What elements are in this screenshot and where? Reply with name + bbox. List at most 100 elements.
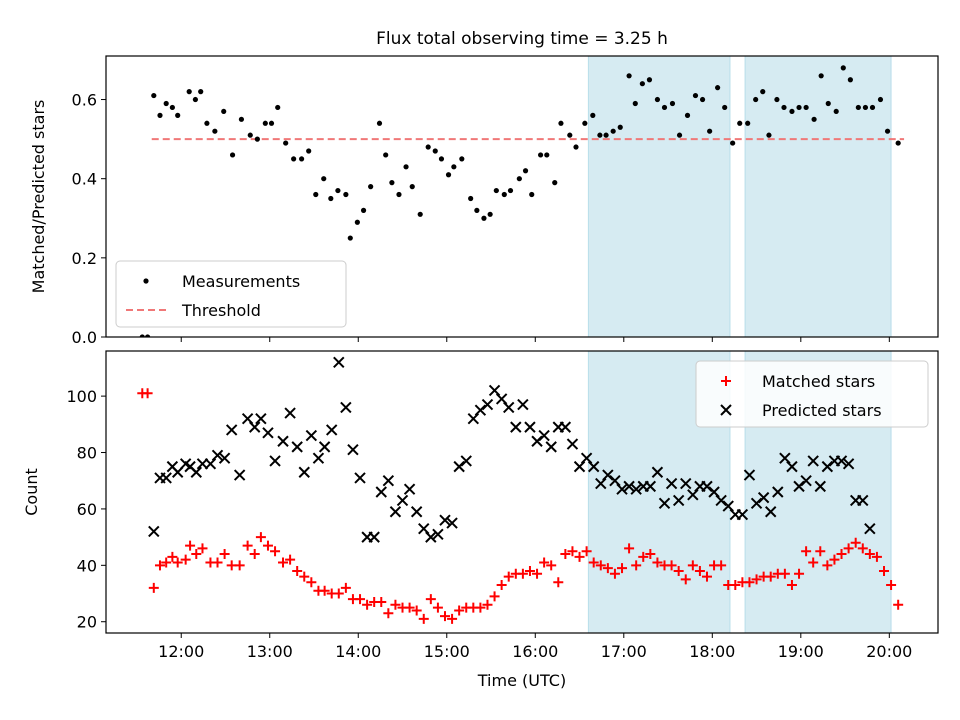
data-point xyxy=(760,89,766,95)
data-point xyxy=(425,144,431,150)
data-point xyxy=(574,551,585,562)
data-point xyxy=(212,557,223,568)
data-point xyxy=(360,207,367,213)
data-point xyxy=(396,191,402,198)
data-point xyxy=(597,132,603,138)
y-tick-label: 0.4 xyxy=(72,170,97,189)
data-point xyxy=(617,124,623,130)
data-point xyxy=(255,532,266,543)
data-point xyxy=(884,128,891,134)
data-point xyxy=(219,549,230,560)
data-point xyxy=(800,475,812,487)
bottom-panel: 20 40 60 80 100 12:00 13:00 14:00 15:00 16:00 17:0… xyxy=(22,350,939,690)
data-point xyxy=(262,540,273,551)
data-point xyxy=(487,211,493,217)
data-point xyxy=(743,469,756,481)
data-point xyxy=(855,104,861,111)
data-point xyxy=(822,560,833,571)
data-point xyxy=(722,104,728,111)
data-point xyxy=(292,565,303,576)
data-point xyxy=(616,483,628,495)
data-point xyxy=(821,460,834,473)
data-point xyxy=(249,549,260,560)
data-point xyxy=(566,438,579,450)
data-point xyxy=(180,554,191,565)
data-point xyxy=(796,104,802,111)
data-point xyxy=(325,424,338,436)
data-point xyxy=(169,104,175,111)
data-point xyxy=(886,580,897,591)
data-point xyxy=(218,452,231,464)
data-point xyxy=(632,100,638,107)
x-tick-label: 18:00 xyxy=(689,642,735,661)
data-point xyxy=(362,599,373,610)
data-point xyxy=(567,546,578,557)
data-point xyxy=(673,565,684,576)
data-point xyxy=(191,549,202,560)
data-point xyxy=(765,506,777,518)
data-point xyxy=(669,100,676,107)
data-point xyxy=(439,514,451,526)
data-point xyxy=(684,112,691,118)
legend-marker xyxy=(721,376,731,386)
data-point xyxy=(277,435,289,447)
legend-box xyxy=(115,260,347,328)
data-point xyxy=(453,460,465,473)
data-point xyxy=(432,528,444,541)
data-point xyxy=(510,421,522,433)
data-point xyxy=(396,494,409,507)
data-point xyxy=(736,508,749,521)
data-point xyxy=(786,460,798,473)
data-point xyxy=(835,455,848,467)
data-point xyxy=(602,469,614,481)
data-point xyxy=(645,549,656,560)
data-point xyxy=(248,421,261,433)
data-point xyxy=(701,480,713,493)
series-matched-stars xyxy=(137,388,904,624)
data-point xyxy=(687,560,698,571)
data-point xyxy=(694,565,705,576)
series-predicted-stars xyxy=(148,356,876,543)
x-tick-label: 20:00 xyxy=(866,642,912,661)
y-axis-label: Count xyxy=(22,468,41,516)
data-point xyxy=(801,546,812,557)
data-point xyxy=(459,156,465,162)
data-point xyxy=(609,568,620,579)
data-point xyxy=(305,429,318,442)
data-point xyxy=(468,195,474,202)
data-point xyxy=(617,563,628,574)
data-point xyxy=(376,596,387,607)
data-point xyxy=(383,608,394,619)
data-point xyxy=(507,187,514,194)
data-point xyxy=(701,571,712,582)
data-point xyxy=(836,549,847,560)
data-point xyxy=(454,605,465,616)
data-point xyxy=(644,480,657,493)
legend-label: Measurements xyxy=(182,272,300,291)
data-point xyxy=(825,100,831,107)
data-point xyxy=(517,568,528,579)
data-point xyxy=(847,77,853,83)
data-point xyxy=(815,546,826,557)
data-point xyxy=(751,574,762,585)
data-point xyxy=(602,563,613,574)
data-point xyxy=(306,577,317,588)
data-point xyxy=(765,571,776,582)
data-point xyxy=(850,537,861,548)
data-point xyxy=(382,475,395,487)
x-tick-label: 13:00 xyxy=(247,642,293,661)
data-point xyxy=(376,120,383,126)
data-point xyxy=(481,398,494,411)
data-point xyxy=(167,551,178,562)
plot-area xyxy=(139,56,905,337)
data-point xyxy=(658,497,671,509)
data-point xyxy=(291,441,303,453)
data-point xyxy=(753,96,759,103)
data-point xyxy=(163,100,169,107)
data-point xyxy=(234,560,245,571)
series-measurements xyxy=(139,65,901,337)
data-point xyxy=(474,404,487,416)
data-point xyxy=(417,211,423,217)
data-point xyxy=(389,506,402,518)
data-point xyxy=(409,184,415,190)
